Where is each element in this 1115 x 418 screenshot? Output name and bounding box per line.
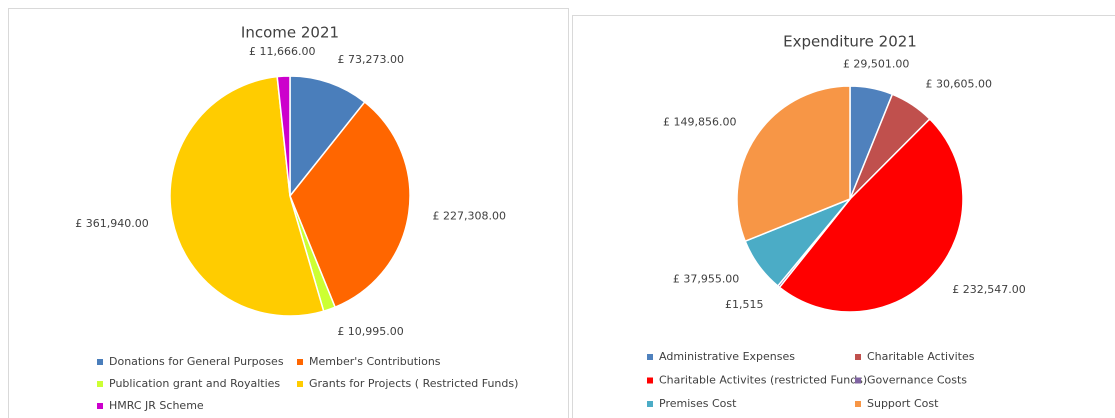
legend-swatch <box>297 381 303 387</box>
data-label: £ 29,501.00 <box>843 58 909 71</box>
legend-label: Publication grant and Royalties <box>109 377 280 390</box>
data-label: £ 10,995.00 <box>337 325 403 338</box>
legend-swatch <box>855 401 861 407</box>
pie-slice <box>736 85 851 243</box>
legend-swatch <box>855 377 861 384</box>
legend-label: Administrative Expenses <box>659 350 795 363</box>
data-label: £1,515 <box>725 298 764 311</box>
legend-swatch <box>647 354 653 360</box>
chart-title: Expenditure 2021 <box>783 33 917 51</box>
data-label: £ 30,605.00 <box>926 78 992 91</box>
data-label: £ 361,940.00 <box>75 217 148 230</box>
legend-label: Support Cost <box>867 397 939 410</box>
data-label: £ 149,856.00 <box>663 115 736 128</box>
legend-label: Premises Cost <box>659 397 737 410</box>
legend-swatch <box>855 354 861 360</box>
data-label: £ 73,273.00 <box>337 53 403 66</box>
pie-slice <box>778 117 964 313</box>
legend-swatch <box>647 401 653 407</box>
legend-label: Governance Costs <box>867 374 967 387</box>
data-label: £ 11,666.00 <box>249 45 315 58</box>
pie-slice <box>276 75 291 197</box>
legend-label: Grants for Projects ( Restricted Funds) <box>309 377 518 390</box>
pie-slice <box>289 101 411 309</box>
legend-swatch <box>97 359 103 365</box>
pie-slice <box>289 75 366 199</box>
legend-swatch <box>97 403 103 409</box>
legend-swatch <box>647 377 653 384</box>
legend-label: Member's Contributions <box>309 355 441 368</box>
legend-label: HMRC JR Scheme <box>109 399 204 412</box>
data-label: £ 37,955.00 <box>673 273 739 286</box>
data-label: £ 227,308.00 <box>433 210 506 223</box>
legend-swatch <box>297 359 303 365</box>
legend-swatch <box>97 381 103 387</box>
legend-label: Charitable Activites (restricted Funds) <box>659 374 867 387</box>
legend-label: Donations for General Purposes <box>109 355 284 368</box>
chart-title: Income 2021 <box>241 24 339 42</box>
legend-label: Charitable Activites <box>867 350 975 363</box>
data-label: £ 232,547.00 <box>952 283 1025 296</box>
pie-slice <box>169 75 325 317</box>
